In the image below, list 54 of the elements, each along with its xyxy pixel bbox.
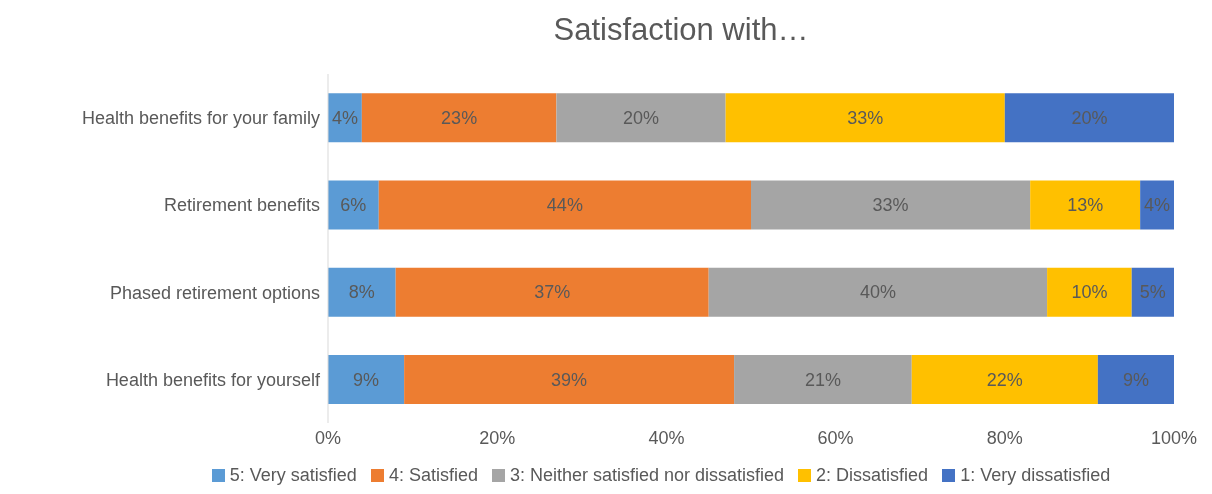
bar [1004, 93, 1174, 143]
x-tick-label: 100% [1150, 427, 1198, 448]
bar [734, 354, 912, 404]
x-tick-label: 80% [986, 427, 1023, 448]
data-label: 21% [804, 369, 841, 390]
data-label: 8% [348, 282, 375, 303]
bar [1131, 267, 1174, 317]
legend-label: 1: Very dissatisfied [960, 465, 1111, 486]
bar [708, 267, 1048, 317]
bar [328, 180, 379, 230]
data-label: 9% [353, 369, 380, 390]
chart-title: Satisfaction with… [552, 11, 810, 49]
legend-label: 4: Satisfied [388, 465, 478, 486]
data-label: 37% [534, 282, 571, 303]
data-label: 13% [1067, 195, 1104, 216]
legend-label: 5: Very satisfied [229, 465, 357, 486]
bar [725, 93, 1005, 143]
bar [1047, 267, 1132, 317]
data-label: 5% [1139, 282, 1166, 303]
bar [751, 180, 1031, 230]
legend-label: 2: Dissatisfied [816, 465, 929, 486]
bar [1097, 354, 1174, 404]
x-tick-label: 60% [817, 427, 854, 448]
data-label: 4% [1144, 195, 1171, 216]
bar [404, 354, 735, 404]
data-label: 33% [847, 108, 884, 128]
y-tick-label: Retirement benefits [163, 195, 320, 216]
data-label: 40% [859, 282, 896, 303]
data-label: 6% [340, 195, 367, 216]
bar [556, 93, 726, 143]
data-label: 39% [551, 369, 588, 390]
bar [395, 267, 709, 317]
data-label: 22% [986, 369, 1023, 390]
bar [328, 267, 396, 317]
data-label: 44% [546, 195, 583, 216]
data-label: 9% [1122, 369, 1149, 390]
data-label: 20% [1071, 108, 1108, 128]
bar [378, 180, 751, 230]
y-tick-label: Health benefits for yourself [105, 369, 321, 390]
bar [361, 93, 557, 143]
x-tick-label: 20% [479, 427, 516, 448]
x-tick-label: 0% [314, 427, 342, 448]
data-label: 20% [623, 108, 660, 128]
data-label: 4% [331, 108, 358, 128]
bar [328, 354, 405, 404]
y-tick-label: Health benefits for your family [81, 108, 320, 129]
legend-label: 3: Neither satisfied nor dissatisfied [509, 465, 785, 486]
data-label: 10% [1071, 282, 1108, 303]
y-tick-label: Phased retirement options [109, 282, 320, 303]
bar [1030, 180, 1141, 230]
data-label: 33% [872, 195, 909, 216]
x-tick-label: 40% [648, 427, 685, 448]
bar [911, 354, 1098, 404]
data-label: 23% [441, 108, 478, 128]
